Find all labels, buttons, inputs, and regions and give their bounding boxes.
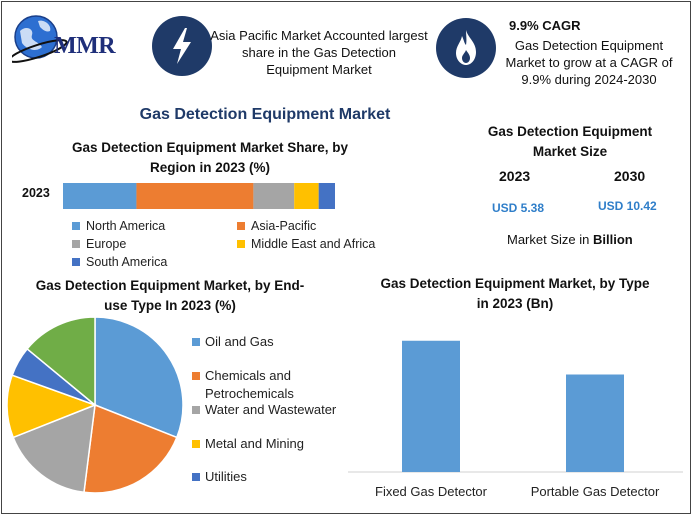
- region-chart-title: Gas Detection Equipment Market Share, by…: [71, 140, 349, 175]
- legend-label: Middle East and Africa: [251, 237, 376, 251]
- pie-slice-chemicals-and-petrochemicals: [83, 403, 178, 494]
- legend-label: North America: [86, 219, 166, 233]
- pie-legend-chemicals: Chemicals and Petrochemicals: [192, 367, 352, 403]
- end-use-chart-title: Gas Detection Equipment Market, by End-u…: [35, 278, 305, 313]
- legend-middle-east-africa: Middle East and Africa: [237, 237, 375, 251]
- legend-label: Metal and Mining: [205, 436, 304, 451]
- highlight-icon-badge: [436, 18, 496, 78]
- market-size-year-2030: 2030: [614, 168, 646, 184]
- legend-swatch: [237, 240, 245, 248]
- type-bar-chart: Fixed Gas Detector Portable Gas Detector: [348, 340, 683, 499]
- legend-label: Water and Wastewater: [205, 402, 337, 417]
- highlight-asia-pacific-text: Asia Pacific Market Accounted largest sh…: [210, 28, 428, 77]
- main-title: Gas Detection Equipment Market: [139, 106, 391, 123]
- unit-note-unit: Billion: [592, 232, 633, 247]
- bar-segment-asia-pacific: [136, 183, 254, 209]
- legend-swatch: [72, 258, 80, 266]
- legend-north-america: North America: [72, 219, 165, 233]
- market-size-year-2023: 2023: [499, 168, 531, 184]
- legend-south-america: South America: [72, 255, 167, 269]
- legend-asia-pacific: Asia-Pacific: [237, 219, 316, 233]
- end-use-pie-chart: [6, 316, 184, 494]
- unit-note-prefix: Market Size in: [507, 232, 593, 247]
- legend-label: South America: [86, 255, 168, 269]
- cagr-title: 9.9% CAGR: [509, 18, 581, 33]
- legend-label: Chemicals and Petrochemicals: [205, 368, 294, 401]
- bar-segment-north-america: [63, 183, 137, 209]
- flame-icon: [456, 30, 476, 65]
- legend-swatch: [72, 240, 80, 248]
- pie-slice-water-and-wastewater: [12, 403, 96, 494]
- pie-legend-oil-gas: Oil and Gas: [192, 333, 352, 351]
- market-size-value-2023: USD 5.38: [492, 201, 545, 215]
- x-tick-label: Portable Gas Detector: [531, 484, 660, 499]
- highlight-cagr-text: Gas Detection Equipment Market to grow a…: [505, 38, 673, 87]
- highlight-icon-badge: [152, 16, 212, 76]
- legend-label: Asia-Pacific: [251, 219, 317, 233]
- legend-label: Europe: [86, 237, 127, 251]
- legend-swatch: [192, 406, 200, 414]
- legend-swatch: [192, 440, 200, 448]
- bar-segment-south-america: [318, 183, 335, 209]
- type-chart-title: Gas Detection Equipment Market, by Type …: [380, 276, 650, 311]
- legend-swatch: [192, 473, 200, 481]
- legend-swatch: [237, 222, 245, 230]
- legend-label: Oil and Gas: [205, 334, 274, 349]
- legend-swatch: [72, 222, 80, 230]
- pie-legend-utilities: Utilities: [192, 468, 352, 486]
- globe-logo-icon: [12, 15, 68, 63]
- bar-portable-gas-detector: [566, 374, 624, 472]
- lightning-bolt-icon: [173, 28, 191, 64]
- legend-swatch: [192, 372, 200, 380]
- pie-slice-other: [26, 316, 96, 407]
- market-size-title: Gas Detection Equipment Market Size: [487, 124, 653, 159]
- bar-segment-middle-east-and-africa: [294, 183, 319, 209]
- legend-swatch: [192, 338, 200, 346]
- market-size-value-2030: USD 10.42: [598, 199, 657, 213]
- bar-fixed-gas-detector: [402, 340, 460, 472]
- x-tick-label: Fixed Gas Detector: [375, 484, 488, 499]
- pie-legend-water: Water and Wastewater: [192, 401, 352, 419]
- bar-segment-europe: [253, 183, 295, 209]
- market-size-unit-note: Market Size in Billion: [507, 232, 633, 247]
- brand-logo-text: MMR: [54, 33, 116, 59]
- region-chart-category-label: 2023: [22, 186, 50, 200]
- legend-europe: Europe: [72, 237, 126, 251]
- legend-label: Utilities: [205, 469, 247, 484]
- region-stacked-bar: [63, 183, 335, 209]
- pie-slice-oil-and-gas: [94, 316, 184, 439]
- pie-legend-metal-mining: Metal and Mining: [192, 435, 352, 453]
- pie-slice-metal-and-mining: [6, 374, 98, 439]
